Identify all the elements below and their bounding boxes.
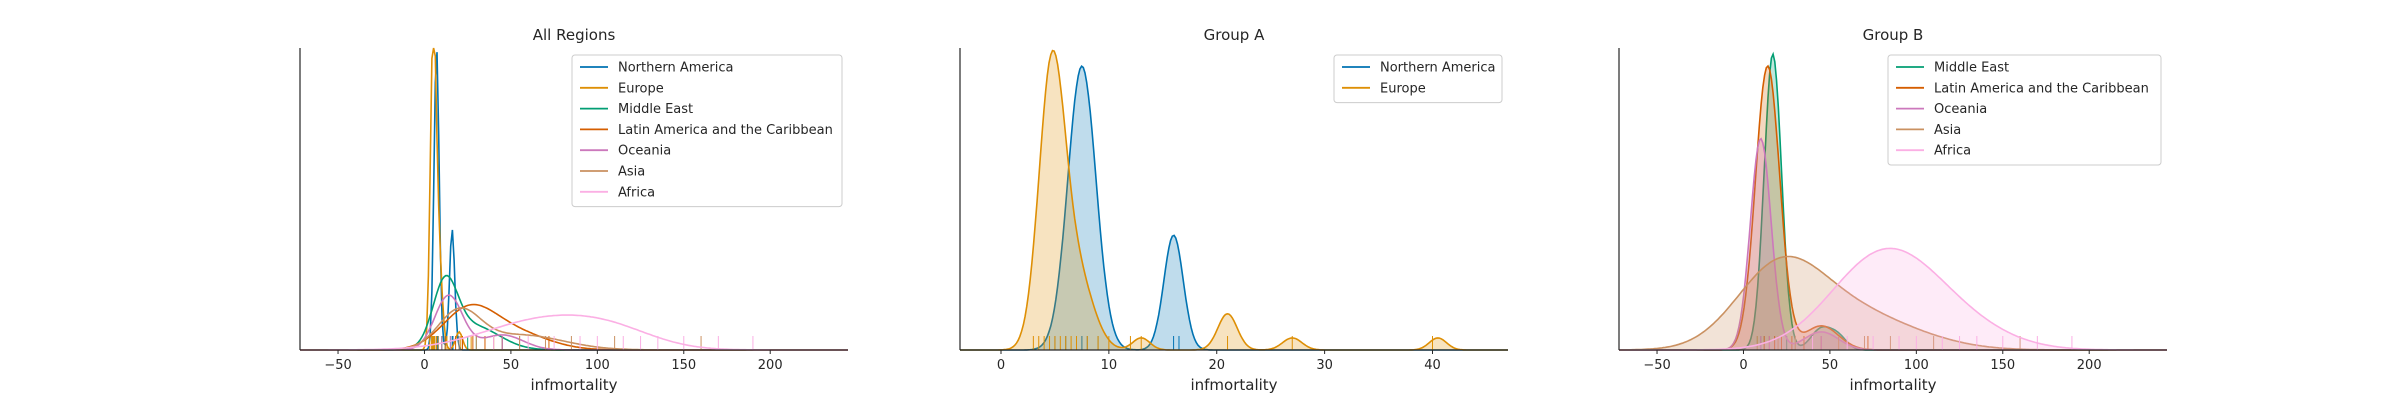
legend: Middle East Latin America and the Caribbe… xyxy=(1887,54,2162,166)
x-tick-label: 0 xyxy=(997,358,1005,373)
x-tick-label: 50 xyxy=(503,358,520,373)
x-tick-label: 10 xyxy=(1101,358,1118,373)
legend-label: Oceania xyxy=(1934,102,1987,117)
kde-line-oceania xyxy=(300,294,848,351)
x-tick-label: −50 xyxy=(324,358,351,373)
legend-label: Latin America and the Caribbean xyxy=(1934,81,2149,96)
legend-box xyxy=(1887,54,2162,166)
legend-label: Asia xyxy=(1934,123,1961,138)
x-tick-label: 30 xyxy=(1316,358,1333,373)
legend-label: Asia xyxy=(618,165,645,180)
kde-line-africa xyxy=(300,314,848,351)
legend-label: Africa xyxy=(618,185,655,200)
x-tick-label: 100 xyxy=(1904,358,1929,373)
panel-title: Group B xyxy=(1863,26,1924,44)
kde-fill-africa xyxy=(1619,248,2167,350)
legend: Northern America Europe Middle East Latin A… xyxy=(571,54,843,208)
x-tick-label: 150 xyxy=(671,358,696,373)
legend-box xyxy=(571,54,843,208)
x-tick-label: 0 xyxy=(420,358,428,373)
panel-all-regions: All Regions −50 0 50 100 150 200 infmortality No… xyxy=(299,26,848,394)
panel-group-b: Group B −50 0 50 100 150 200 infmortality Middle… xyxy=(1618,26,2167,394)
x-tick-label: 40 xyxy=(1424,358,1441,373)
x-tick-label: 20 xyxy=(1208,358,1225,373)
legend-label: Europe xyxy=(618,81,664,96)
panel-title: Group A xyxy=(1204,26,1265,44)
x-axis-label: infmortality xyxy=(530,376,617,394)
x-tick-label: 200 xyxy=(758,358,783,373)
panel-title: All Regions xyxy=(533,26,616,44)
legend: Northern America Europe xyxy=(1333,54,1503,104)
legend-label: Latin America and the Caribbean xyxy=(618,123,833,138)
kde-line-middle-east xyxy=(300,274,848,351)
legend-label: Northern America xyxy=(618,61,733,76)
panel-group-a: Group A 0 10 20 30 40 infmortality Northern Ame… xyxy=(959,26,1508,394)
x-tick-label: 50 xyxy=(1822,358,1839,373)
x-tick-label: 100 xyxy=(585,358,610,373)
legend-label: Middle East xyxy=(1934,61,2009,76)
kde-fill-latin-america-and-the-caribbean xyxy=(1619,66,2167,350)
legend-label: Africa xyxy=(1934,144,1971,159)
x-tick-label: 150 xyxy=(1990,358,2015,373)
legend-box xyxy=(1333,54,1503,104)
x-axis-label: infmortality xyxy=(1190,376,1277,394)
kde-fill-northern-america xyxy=(960,66,1508,350)
legend-label: Oceania xyxy=(618,144,671,159)
kde-fill-oceania xyxy=(1619,138,2167,350)
x-tick-label: −50 xyxy=(1643,358,1670,373)
kde-fill-asia xyxy=(1619,256,2167,350)
x-tick-label: 0 xyxy=(1739,358,1747,373)
kde-line-asia xyxy=(300,307,848,351)
x-tick-label: 200 xyxy=(2077,358,2102,373)
x-axis-label: infmortality xyxy=(1849,376,1936,394)
kde-fill-europe xyxy=(960,50,1508,350)
legend-label: Northern America xyxy=(1380,61,1495,76)
legend-label: Europe xyxy=(1380,81,1426,96)
legend-label: Middle East xyxy=(618,102,693,117)
